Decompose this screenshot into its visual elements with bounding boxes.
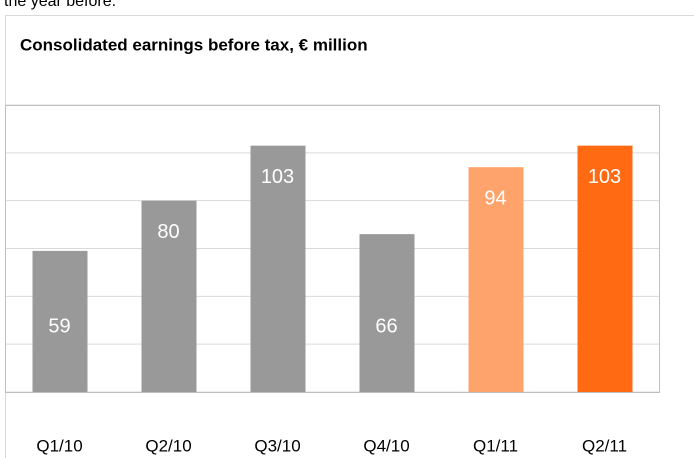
page-text: the year before. [4,0,116,10]
x-tick-label: Q4/10 [363,436,409,455]
value-label: 103 [588,166,621,188]
x-tick-label: Q3/10 [254,436,300,455]
bar [250,145,306,392]
value-label: 66 [375,315,397,337]
x-tick-label: Q2/10 [145,436,191,455]
x-tick-label: Q1/10 [36,436,82,455]
bar [577,145,633,392]
value-label: 103 [261,166,294,188]
x-tick-label: Q2/11 [582,436,627,455]
bar [32,250,88,392]
plot-frame [5,105,660,393]
bar [359,234,415,392]
value-label: 59 [48,315,70,337]
bar [468,167,524,392]
x-tick-label: Q1/11 [473,436,518,455]
chart-title: Consolidated earnings before tax, € mill… [20,35,368,54]
value-label: 80 [157,221,179,243]
bar [141,200,197,392]
value-label: 94 [484,187,506,209]
